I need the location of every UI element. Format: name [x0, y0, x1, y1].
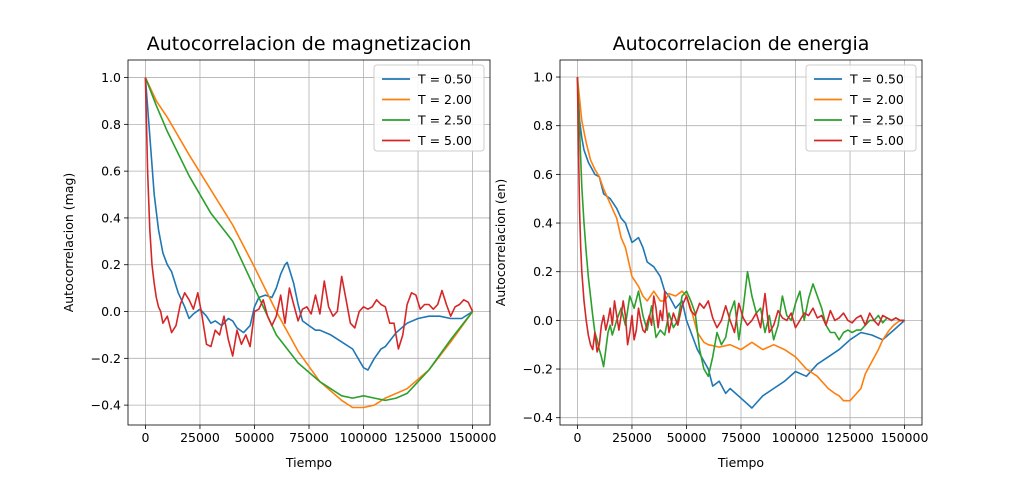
y-tick-label: 0.4	[533, 216, 553, 231]
legend-label: T = 0.50	[417, 72, 472, 87]
y-tick-label: 0.4	[101, 210, 121, 225]
y-tick-label: 1.0	[533, 70, 553, 85]
legend-label: T = 2.00	[849, 92, 904, 107]
x-tick-label: 75000	[721, 430, 761, 445]
y-axis-label: Autocorrelacion (mag)	[61, 173, 76, 313]
series-line-3	[144, 77, 474, 402]
y-tick-label: 0.6	[101, 164, 121, 179]
y-axis-ticks: −0.4 −0.2 0.0 0.2 0.4 0.6 0.8 1.0	[523, 70, 560, 425]
energy-autocorrelation-chart: 0 25000 50000 75000 100000 125000 150000−0.4−0…	[493, 33, 928, 470]
legend: T = 0.50 T = 2.00 T = 2.50 T = 5.00	[373, 64, 485, 152]
x-axis-ticks: 0 25000 50000 75000 100000 125000 150000	[141, 425, 496, 445]
series-line-4	[576, 76, 905, 353]
y-tick-label: 1.0	[101, 70, 121, 85]
y-tick-label: 0.8	[101, 117, 121, 132]
legend-box	[805, 64, 917, 152]
legend-label: T = 2.50	[849, 113, 904, 128]
legend-label: T = 2.50	[417, 113, 472, 128]
chart-title: Autocorrelacion de energia	[613, 33, 870, 55]
y-tick-label: 0.0	[101, 304, 121, 319]
x-tick-label: 0	[141, 430, 149, 445]
y-axis-label: Autocorrelacion (en)	[493, 179, 508, 306]
x-tick-label: 125000	[826, 430, 874, 445]
x-tick-label: 50000	[235, 430, 275, 445]
legend-label: T = 5.00	[417, 133, 472, 148]
x-axis-ticks: 0 25000 50000 75000 100000 125000 150000	[573, 425, 928, 445]
legend-label: T = 0.50	[849, 72, 904, 87]
legend-box	[373, 64, 485, 152]
x-tick-label: 0	[573, 430, 581, 445]
series-line-1	[144, 77, 474, 371]
x-tick-label: 100000	[772, 430, 820, 445]
chart-title: Autocorrelacion de magnetizacion	[147, 33, 472, 55]
magnetization-autocorrelation-chart: 0 25000 50000 75000 100000 125000 150000−0.4−0…	[61, 33, 496, 470]
series-line-3	[576, 76, 905, 378]
x-tick-label: 125000	[394, 430, 442, 445]
x-axis-label: Tiempo	[717, 455, 764, 470]
x-tick-label: 75000	[289, 430, 329, 445]
series-lines	[576, 76, 906, 409]
series-line-4	[144, 77, 474, 357]
y-tick-label: −0.4	[523, 410, 553, 425]
y-tick-label: 0.6	[533, 167, 553, 182]
legend: T = 0.50 T = 2.00 T = 2.50 T = 5.00	[805, 64, 917, 152]
x-tick-label: 100000	[340, 430, 388, 445]
y-tick-label: −0.2	[91, 351, 121, 366]
y-tick-label: −0.2	[523, 362, 553, 377]
x-tick-label: 25000	[180, 430, 220, 445]
y-tick-label: 0.2	[101, 257, 121, 272]
y-axis-ticks: −0.4 −0.2 0.0 0.2 0.4 0.6 0.8 1.0	[91, 70, 128, 413]
y-tick-label: 0.2	[533, 264, 553, 279]
y-tick-label: 0.0	[533, 313, 553, 328]
series-lines	[144, 77, 474, 409]
legend-label: T = 2.00	[417, 92, 472, 107]
x-tick-label: 50000	[667, 430, 707, 445]
y-tick-label: −0.4	[91, 398, 121, 413]
y-tick-label: 0.8	[533, 118, 553, 133]
legend-label: T = 5.00	[849, 133, 904, 148]
x-tick-label: 150000	[881, 430, 929, 445]
series-line-2	[576, 76, 905, 402]
x-axis-label: Tiempo	[285, 455, 332, 470]
x-tick-label: 150000	[449, 430, 497, 445]
x-tick-label: 25000	[612, 430, 652, 445]
